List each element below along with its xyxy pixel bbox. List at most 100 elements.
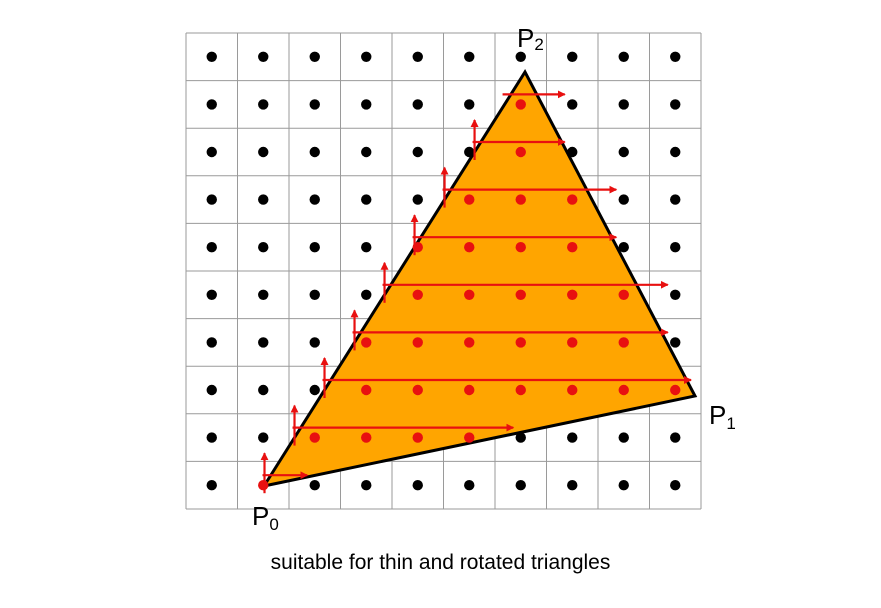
pixel-center-dot	[258, 194, 269, 205]
vertex-label-p2: P2	[517, 23, 544, 54]
pixel-center-dot	[412, 51, 423, 62]
pixel-center-dot	[567, 480, 578, 491]
covered-sample-dot	[618, 337, 629, 348]
pixel-center-dot	[206, 480, 217, 491]
pixel-center-dot	[670, 99, 681, 110]
pixel-center-dot	[464, 99, 475, 110]
covered-sample-dot	[464, 384, 475, 396]
pixel-center-dot	[258, 384, 269, 396]
pixel-center-dot	[412, 480, 423, 491]
vertex-label-p0: P0	[252, 501, 279, 534]
pixel-center-dot	[206, 99, 217, 110]
pixel-center-dot	[670, 480, 681, 491]
covered-sample-dot	[567, 289, 578, 300]
pixel-center-dot	[567, 51, 578, 62]
pixel-center-dot	[361, 289, 372, 300]
covered-sample-dot	[412, 432, 423, 443]
covered-sample-dot	[258, 480, 269, 491]
pixel-center-dot	[464, 480, 475, 491]
covered-sample-dot	[515, 99, 526, 110]
pixel-center-dot	[309, 99, 320, 110]
traversal-arrows	[260, 90, 692, 494]
pixel-center-dot	[670, 242, 681, 253]
covered-sample-dot	[412, 289, 423, 300]
covered-sample-dot	[515, 337, 526, 348]
pixel-center-dot	[464, 146, 475, 158]
pixel-center-dot	[412, 99, 423, 110]
covered-sample-dot	[309, 432, 320, 443]
pixel-center-dot	[309, 242, 320, 253]
pixel-center-dot	[309, 51, 320, 62]
pixel-center-dot	[361, 480, 372, 491]
caption: suitable for thin and rotated triangles	[270, 551, 611, 574]
covered-sample-dot	[412, 337, 423, 348]
covered-sample-dot	[464, 194, 475, 205]
pixel-center-dot	[412, 194, 423, 205]
pixel-center-dot	[309, 384, 320, 396]
covered-sample-dot	[464, 289, 475, 300]
pixel-center-dot	[515, 480, 526, 491]
covered-sample-dot	[361, 432, 372, 443]
pixel-center-dot	[206, 337, 217, 348]
pixel-center-dot	[309, 146, 320, 158]
pixel-center-dot	[567, 99, 578, 110]
pixel-center-dot	[361, 51, 372, 62]
pixel-center-dot	[361, 242, 372, 253]
pixel-center-dot	[258, 51, 269, 62]
pixel-center-dot	[309, 194, 320, 205]
pixel-center-dot	[258, 432, 269, 443]
pixel-center-dot	[258, 289, 269, 300]
pixel-center-dot	[618, 99, 629, 110]
pixel-center-dot	[361, 99, 372, 110]
pixel-center-dot	[258, 242, 269, 253]
pixel-center-dot	[206, 146, 217, 158]
covered-sample-dot	[515, 289, 526, 300]
pixel-center-dot	[670, 51, 681, 62]
pixel-center-dot	[515, 51, 526, 62]
pixel-center-dot	[206, 432, 217, 443]
pixel-center-dot	[361, 146, 372, 158]
pixel-center-dot	[258, 146, 269, 158]
covered-sample-dot	[464, 432, 475, 443]
pixel-center-dot	[258, 99, 269, 110]
pixel-center-dot	[670, 432, 681, 443]
covered-sample-dot	[361, 337, 372, 348]
pixel-center-dot	[670, 337, 681, 348]
pixel-center-dot	[206, 51, 217, 62]
pixel-center-dot	[361, 194, 372, 205]
pixel-center-dot	[618, 146, 629, 158]
pixel-center-dot	[567, 432, 578, 443]
pixel-center-dot	[309, 289, 320, 300]
covered-sample-dot	[515, 242, 526, 253]
pixel-center-dot	[618, 242, 629, 253]
pixel-center-dot	[618, 480, 629, 491]
covered-sample-dot	[464, 242, 475, 253]
vertex-label-p1: P1	[709, 400, 736, 433]
covered-sample-dot	[412, 384, 423, 396]
pixel-center-dot	[670, 194, 681, 205]
covered-sample-dot	[464, 337, 475, 348]
pixel-center-dot	[206, 194, 217, 205]
pixel-center-dot	[309, 480, 320, 491]
pixel-center-dot	[618, 51, 629, 62]
covered-sample-dot	[567, 384, 578, 396]
pixel-center-dot	[258, 337, 269, 348]
pixel-center-dot	[206, 384, 217, 396]
covered-sample-dot	[515, 384, 526, 396]
pixel-center-dot	[670, 146, 681, 158]
pixel-centers	[206, 51, 681, 491]
pixel-center-dot	[464, 51, 475, 62]
covered-sample-dot	[361, 384, 372, 396]
pixel-center-dot	[670, 289, 681, 300]
pixel-center-dot	[618, 194, 629, 205]
pixel-center-dot	[206, 242, 217, 253]
pixel-center-dot	[567, 146, 578, 158]
triangle	[260, 68, 698, 489]
covered-sample-dot	[618, 384, 629, 396]
pixel-center-dot	[618, 432, 629, 443]
pixel-center-dot	[309, 337, 320, 348]
covered-sample-dot	[515, 194, 526, 205]
covered-sample-dot	[567, 194, 578, 205]
pixel-center-dot	[515, 432, 526, 443]
covered-sample-dot	[670, 384, 681, 396]
